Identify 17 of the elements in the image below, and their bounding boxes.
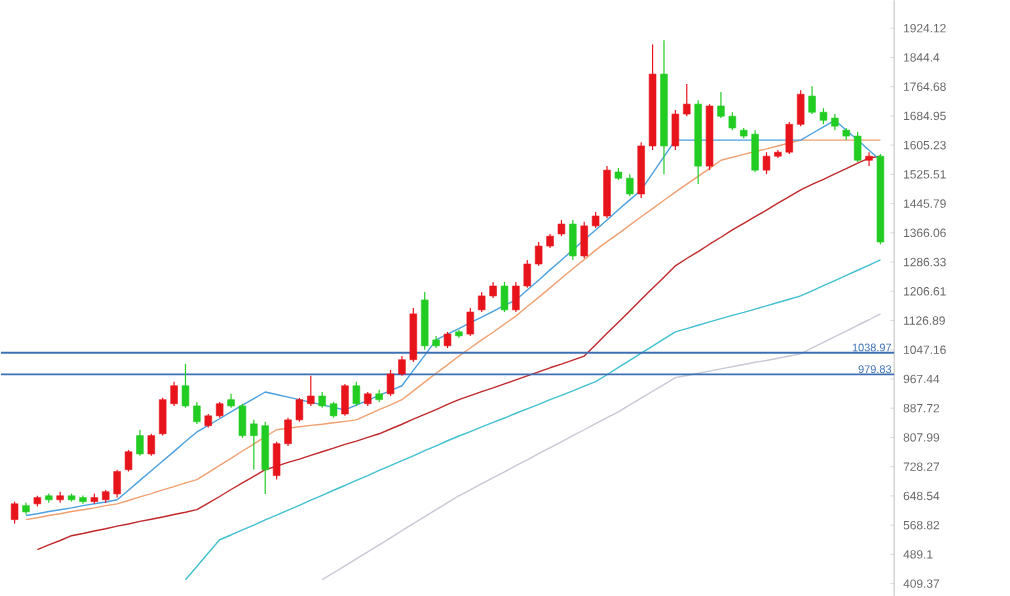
candlestick — [580, 221, 588, 259]
candlestick — [569, 219, 577, 261]
candlestick — [865, 151, 873, 167]
candlestick — [124, 449, 133, 473]
candlestick — [466, 307, 475, 337]
candlestick — [626, 173, 634, 197]
candlestick — [796, 89, 805, 127]
candlestick — [352, 380, 361, 407]
candlestick — [671, 109, 680, 151]
candlestick — [683, 83, 691, 117]
candlestick — [147, 433, 156, 457]
candlestick — [500, 281, 509, 313]
candlestick — [307, 375, 315, 407]
candlestick — [10, 500, 19, 525]
candlestick — [853, 131, 862, 163]
candlestick — [341, 383, 349, 417]
candlestick — [136, 429, 144, 457]
